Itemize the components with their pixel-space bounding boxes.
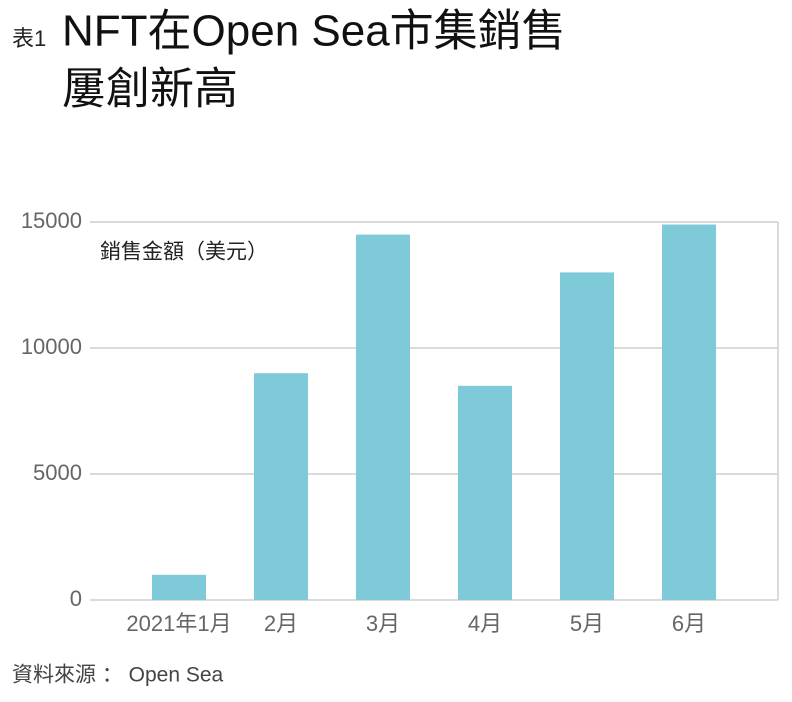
bar bbox=[662, 224, 716, 600]
bar bbox=[152, 574, 206, 600]
y-axis-label: 銷售金額（美元） bbox=[100, 241, 268, 264]
x-tick-label: 2月 bbox=[264, 611, 298, 636]
y-tick-label: 10000 bbox=[21, 334, 82, 359]
x-tick-label: 3月 bbox=[366, 611, 400, 636]
chart-title: 屢創新高 bbox=[62, 65, 238, 114]
source: 資料來源 ： Open Sea bbox=[12, 664, 224, 687]
y-tick-label: 0 bbox=[70, 586, 82, 611]
x-tick-label: 6月 bbox=[672, 611, 706, 636]
bar bbox=[458, 385, 512, 600]
bar bbox=[356, 234, 410, 600]
x-tick-label: 4月 bbox=[468, 611, 502, 636]
bar bbox=[560, 272, 614, 600]
x-tick-label: 2021年1月 bbox=[126, 611, 231, 636]
bar bbox=[254, 373, 308, 600]
title-prefix: 表1 bbox=[12, 26, 46, 51]
chart-title: NFT在Open Sea市集銷售 bbox=[62, 7, 566, 56]
x-tick-label: 5月 bbox=[570, 611, 604, 636]
y-tick-label: 15000 bbox=[21, 208, 82, 233]
y-tick-label: 5000 bbox=[33, 460, 82, 485]
